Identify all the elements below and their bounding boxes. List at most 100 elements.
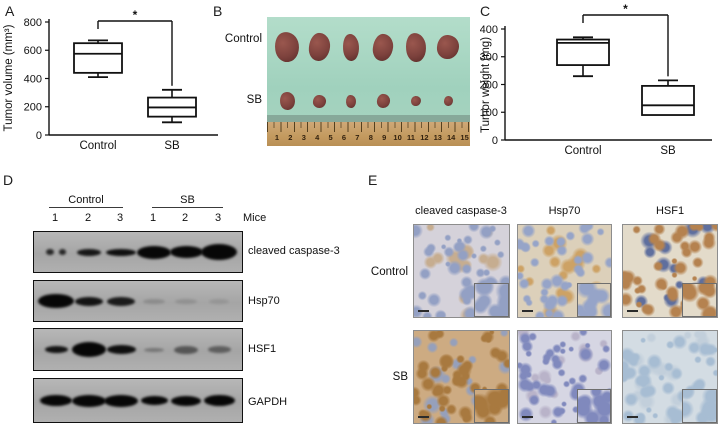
ihc-row-label-control: Control [370, 266, 408, 278]
tumor-blob [311, 93, 327, 109]
ihc-inset [473, 282, 509, 317]
svg-text:100: 100 [480, 107, 498, 119]
lane-number: 2 [181, 212, 189, 224]
ruler-shadow [267, 115, 470, 123]
protein-band [174, 345, 198, 354]
ruler-number: 3 [301, 133, 306, 142]
photo-row-label-control: Control [224, 33, 262, 45]
tumor-blob [371, 32, 395, 62]
blot-label-hsf1: HSF1 [248, 343, 277, 355]
ruler-number: 12 [420, 133, 429, 142]
ihc-inset [576, 388, 611, 423]
lane-number: 2 [84, 212, 92, 224]
ihc-control-hsp70 [517, 224, 612, 318]
svg-text:400: 400 [480, 24, 498, 36]
panel-a-label: A [5, 3, 15, 19]
svg-text:Tumor volume (mm³): Tumor volume (mm³) [3, 24, 15, 131]
lane-number: 1 [149, 212, 157, 224]
protein-band [106, 345, 136, 354]
protein-band [140, 396, 168, 405]
blot-group-label-control: Control [49, 194, 123, 208]
ihc-control-cleaved-caspase-3 [413, 224, 510, 318]
ihc-col-label-hsp70: Hsp70 [548, 205, 581, 217]
scale-bar [418, 416, 429, 418]
scale-bar [627, 310, 638, 312]
ruler-number: 4 [315, 133, 320, 142]
ruler-number: 14 [447, 133, 456, 142]
blot-cleaved-caspase-3 [33, 231, 243, 273]
ruler-number: 10 [393, 133, 402, 142]
ihc-sb-hsp70 [517, 330, 612, 424]
protein-band [209, 298, 229, 304]
ruler-number: 2 [288, 133, 293, 142]
tumor-blob [342, 32, 360, 62]
protein-band [107, 296, 135, 306]
blot-label-cleaved-caspase-3: cleaved caspase-3 [248, 245, 340, 257]
ihc-col-label-hsf1: HSF1 [655, 205, 685, 217]
svg-text:Control: Control [564, 145, 601, 157]
svg-text:0: 0 [36, 130, 42, 142]
tumor-blob [273, 30, 301, 64]
protein-band [143, 298, 165, 304]
ruler-number: 9 [382, 133, 387, 142]
ruler: 1 2 3 4 5 6 7 8 9 10 11 12 13 14 15 [267, 122, 470, 146]
ruler-number: 6 [341, 133, 347, 142]
ihc-inset [682, 388, 717, 423]
svg-text:0: 0 [492, 135, 498, 147]
protein-band [137, 245, 171, 259]
blot-label-hsp70: Hsp70 [248, 295, 280, 307]
lane-number: 3 [214, 212, 222, 224]
tumor-blob [404, 31, 428, 63]
protein-band [144, 347, 164, 352]
blot-hsp70 [33, 280, 243, 322]
panel-c-label: C [480, 3, 491, 19]
blot-hsf1 [33, 328, 243, 371]
scale-bar [522, 416, 533, 418]
tumor-blob [375, 93, 391, 109]
svg-text:*: * [623, 2, 628, 16]
panel-e-label: E [368, 172, 378, 188]
scale-bar [627, 416, 638, 418]
tumor-blob [410, 95, 422, 107]
svg-text:Tumor weight (mg): Tumor weight (mg) [480, 37, 492, 133]
protein-band [58, 249, 66, 255]
svg-text:300: 300 [480, 52, 498, 64]
svg-text:200: 200 [480, 79, 498, 91]
ihc-col-label-cleaved-caspase-3: cleaved caspase-3 [415, 205, 507, 217]
protein-band [207, 346, 231, 353]
protein-band [75, 296, 103, 306]
svg-text:200: 200 [24, 102, 42, 114]
mice-label: Mice [243, 212, 267, 224]
ruler-number: 11 [407, 133, 415, 142]
lane-number: 3 [116, 212, 124, 224]
blot-group-label-sb: SB [152, 194, 223, 208]
protein-band [72, 394, 106, 407]
ihc-control-hsf1 [622, 224, 718, 318]
svg-text:Control: Control [79, 140, 116, 152]
tumor-blob [278, 91, 296, 111]
protein-band [201, 244, 237, 260]
svg-text:600: 600 [24, 45, 42, 57]
blot-label-gapdh: GAPDH [248, 396, 288, 408]
ihc-row-label-sb: SB [392, 371, 408, 383]
protein-band [175, 298, 197, 304]
tumor-blob [307, 32, 331, 62]
ruler-number: 5 [328, 133, 333, 142]
svg-text:400: 400 [24, 73, 42, 85]
tumor-blob [436, 34, 460, 60]
svg-text:SB: SB [164, 140, 180, 152]
panel-b-label: B [213, 3, 223, 19]
ruler-number: 8 [368, 133, 373, 142]
photo-row-label-sb: SB [246, 94, 262, 106]
protein-band [104, 394, 138, 407]
svg-text:SB: SB [660, 145, 676, 157]
tumor-blob [345, 94, 357, 108]
tumor-blob [443, 95, 453, 107]
protein-band [44, 346, 68, 353]
ihc-inset [576, 282, 611, 317]
protein-band [169, 246, 203, 258]
svg-text:*: * [133, 8, 138, 22]
ihc-sb-hsf1 [622, 330, 718, 424]
